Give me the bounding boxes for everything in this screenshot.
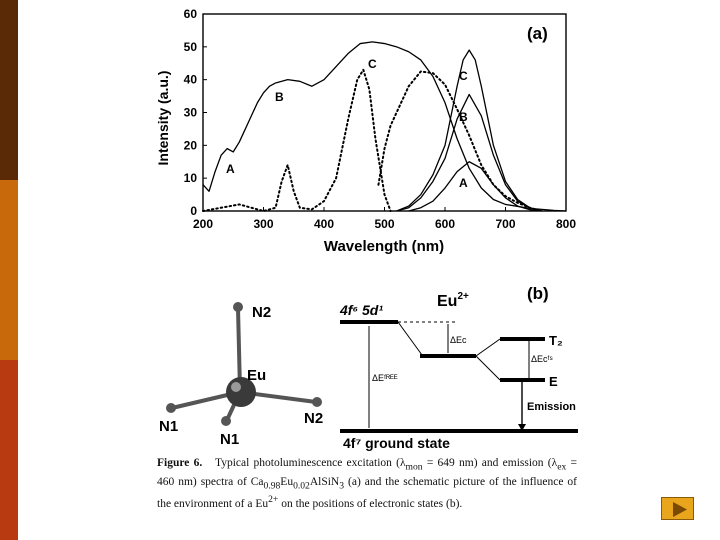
- emission-label: Emission: [527, 401, 576, 413]
- figure-caption: Figure 6. Typical photoluminescence exci…: [157, 456, 577, 512]
- panel-a-label: (a): [527, 24, 548, 43]
- t2-label: T₂: [549, 333, 563, 348]
- x-tick-label: 400: [314, 217, 334, 231]
- series-line-C-emission: [396, 49, 542, 212]
- side-bar-top: [0, 0, 18, 180]
- x-tick-label: 600: [435, 217, 455, 231]
- eu-n-complex: N2 N1 N1 N2 Eu: [159, 302, 323, 448]
- panel-a-chart: 200 300 400 500 600 700 800 0 10 20 30 40 50 60 Wave…: [155, 7, 576, 255]
- label-eu: Eu: [247, 367, 266, 384]
- x-axis-label: Wavelength (nm): [324, 238, 444, 255]
- label-n1-bottom: N1: [220, 431, 239, 448]
- series-line-A-emission: [408, 161, 542, 212]
- caption-text: Typical photoluminescence excitation (λm…: [157, 457, 577, 511]
- connector-e: [475, 355, 501, 381]
- panel-b: (b) N2 N1 N1 N2 Eu Eu2+ 4f⁶ 5d¹: [159, 284, 578, 451]
- connector-t2: [475, 338, 501, 357]
- x-tick-label: 800: [556, 217, 576, 231]
- x-tick-label: 700: [495, 217, 515, 231]
- atom-n1-bottom: [221, 416, 231, 426]
- excited-state-label: 4f⁶ 5d¹: [339, 302, 383, 318]
- side-bar-middle: [0, 180, 18, 360]
- caption-figure-number: Figure 6.: [157, 457, 203, 469]
- atom-eu-highlight: [231, 382, 241, 392]
- panel-b-label: (b): [527, 284, 549, 303]
- delta-cfs-label: ΔEᴄᶠˢ: [531, 354, 553, 364]
- emission-arrowhead: [518, 424, 526, 431]
- delta-c-label: ΔEᴄ: [450, 335, 467, 345]
- e-label: E: [549, 374, 558, 389]
- play-triangle-icon: [673, 502, 687, 517]
- x-axis: 200 300 400 500 600 700 800: [193, 207, 576, 231]
- y-tick-label: 60: [184, 7, 198, 21]
- curve-label-b: B: [275, 90, 284, 104]
- connector-centroid: [397, 321, 423, 356]
- atom-n1-left: [166, 403, 176, 413]
- atom-n2-top: [233, 302, 243, 312]
- next-slide-button[interactable]: [661, 497, 694, 520]
- label-n1-left: N1: [159, 418, 178, 435]
- ion-label: Eu2+: [437, 291, 469, 310]
- series-line-B-emission: [396, 93, 542, 212]
- y-tick-label: 30: [184, 106, 198, 120]
- series-line-excitation-dotted: [202, 68, 392, 212]
- atom-n2-right: [312, 397, 322, 407]
- emission-label-c: C: [459, 69, 468, 83]
- delta-free-label: ΔEᶠᴿᴱᴱ: [372, 373, 398, 383]
- curve-label-a: A: [226, 162, 235, 176]
- side-bar-bottom: [0, 360, 18, 540]
- emission-label-a: A: [459, 176, 468, 190]
- label-n2-top: N2: [252, 304, 271, 321]
- curve-label-c: C: [368, 57, 377, 71]
- series-line-B: [275, 41, 567, 212]
- y-tick-label: 0: [190, 204, 197, 218]
- x-tick-label: 500: [374, 217, 394, 231]
- y-tick-label: 10: [184, 171, 198, 185]
- y-axis: 0 10 20 30 40 50 60: [184, 7, 207, 218]
- y-tick-label: 50: [184, 40, 198, 54]
- y-tick-label: 40: [184, 73, 198, 87]
- x-tick-label: 300: [253, 217, 273, 231]
- energy-level-diagram: Eu2+ 4f⁶ 5d¹ ΔEᴄ T₂ E ΔEᴄᶠˢ Emission ΔEᶠ…: [339, 291, 578, 451]
- emission-label-b: B: [459, 110, 468, 124]
- bond-n2-top: [236, 307, 242, 391]
- series-line-emission-dotted: [377, 70, 543, 212]
- series-line-A: [202, 82, 276, 192]
- label-n2-right: N2: [304, 410, 323, 427]
- y-tick-label: 20: [184, 138, 198, 152]
- y-axis-label: Intensity (a.u.): [155, 71, 171, 166]
- series-layer: [202, 41, 567, 212]
- ground-state-label: 4f⁷ ground state: [343, 435, 450, 451]
- x-tick-label: 200: [193, 217, 213, 231]
